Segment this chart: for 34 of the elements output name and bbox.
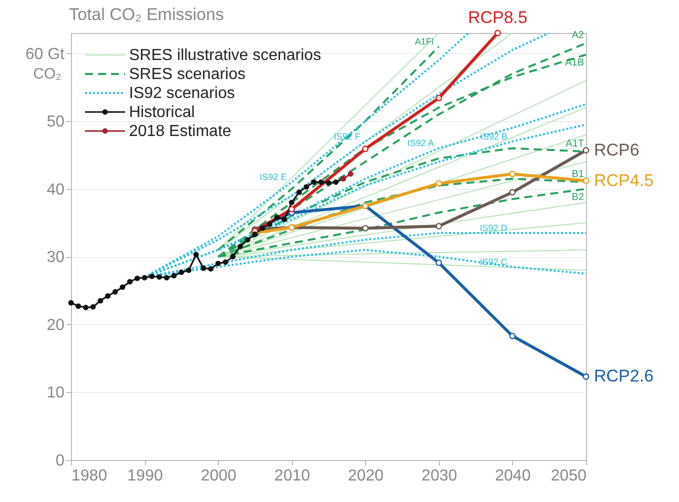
x-tick-label: 2010 [274,468,310,484]
x-tick-label: 1990 [127,468,163,484]
annotation: A1FI [414,36,434,47]
annotation: RCP8.5 [468,8,528,27]
annotation: A2 [572,30,584,42]
annotation: IS92 A [407,138,434,148]
annotation: RCP4.5 [594,170,654,190]
annotation: RCP2.6 [594,366,654,386]
y-tick-label: 40 [46,181,65,198]
annotation: A1T [566,138,584,150]
x-tick-label: 2040 [495,468,531,484]
annotation: B2 [572,192,584,203]
legend-label: 2018 Estimate [129,123,232,140]
y-axis-title: CO₂ [33,66,62,82]
x-tick-label: 1980 [72,468,108,484]
y-tick-label: 0 [56,452,65,470]
legend-label: Historical [129,104,195,121]
annotation: RCP6 [594,140,640,160]
y-tick-label: 30 [46,249,65,266]
y-tick-label: 50 [46,114,65,131]
y-tick-label: 20 [46,316,65,334]
legend-label: IS92 scenarios [129,85,235,102]
y-tick-label: 10 [46,384,65,402]
legend-label: SRES illustrative scenarios [129,47,322,64]
annotation: B1 [572,169,584,180]
x-tick-label: 2030 [422,468,458,484]
annotation: IS92 D [480,222,508,233]
y-tick-label: 60 Gt [25,46,66,63]
x-tick-label: 2000 [200,468,237,484]
legend-label: SRES scenarios [129,66,246,83]
annotation: IS92 E [260,172,287,182]
x-tick-label: 2020 [348,468,384,484]
chart-title: Total CO₂ Emissions [69,5,224,24]
x-tick-label: 2050 [550,468,587,484]
